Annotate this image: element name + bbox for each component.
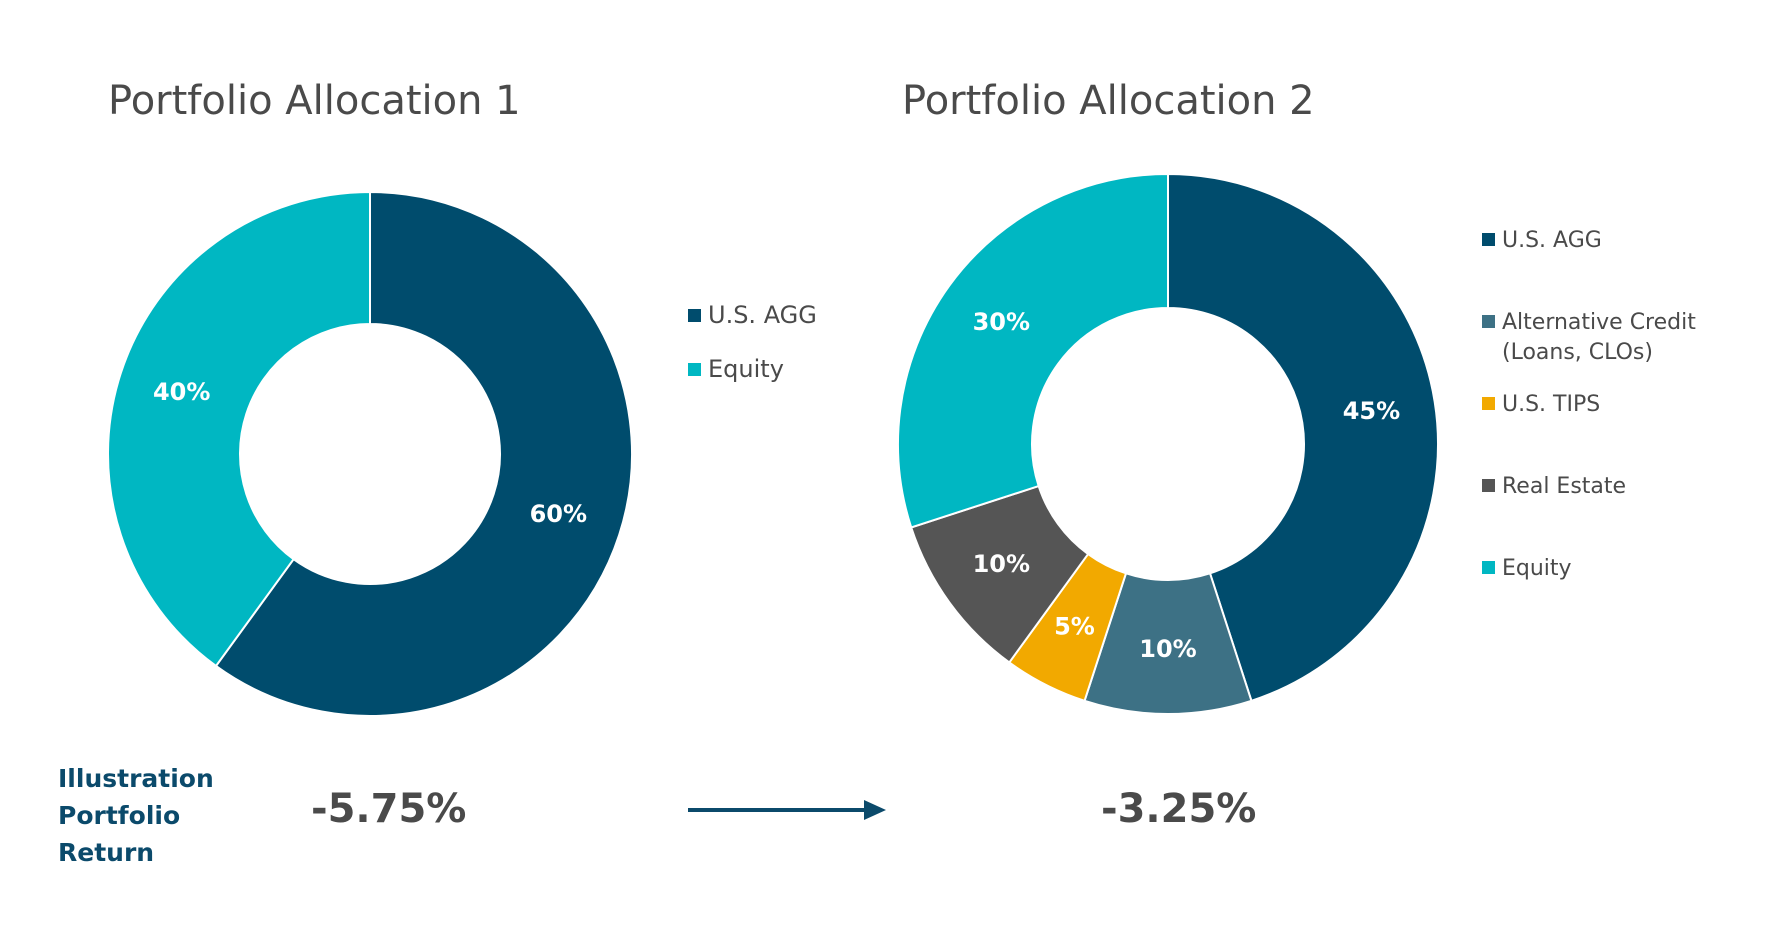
return-label-line-3: Return: [58, 838, 155, 867]
chart-2-slice-label-2: 10%: [1139, 635, 1196, 663]
chart-1-slice-label-1: 60%: [530, 500, 587, 528]
chart-2-legend-item-1: U.S. AGG: [1482, 226, 1602, 256]
legend-label: U.S. AGG: [708, 301, 817, 329]
return-label: Illustration Portfolio Return: [58, 760, 258, 871]
legend-label: (Loans, CLOs): [1502, 340, 1653, 365]
chart-1-slice-label-2: 40%: [153, 378, 210, 406]
chart-1-legend-item-2: Equity: [688, 354, 784, 384]
legend-label: Equity: [708, 355, 784, 383]
return-label-line-1: Illustration: [58, 764, 214, 793]
legend-swatch: [688, 309, 701, 322]
chart-2-legend-item-5: Equity: [1482, 554, 1572, 584]
legend-label: U.S. AGG: [1502, 228, 1602, 253]
legend-swatch: [1482, 561, 1495, 574]
chart-1-slice-1: [214, 190, 633, 717]
legend-swatch: [1482, 397, 1495, 410]
chart-1-slice-2: [107, 190, 371, 668]
chart-2-slice-label-1: 45%: [1343, 397, 1400, 425]
chart-1-title: Portfolio Allocation 1: [108, 78, 521, 124]
chart-2-legend-item-4: Real Estate: [1482, 472, 1626, 502]
arrow-icon: [688, 800, 886, 820]
chart-1-legend-item-1: U.S. AGG: [688, 300, 817, 330]
legend-label: Alternative Credit: [1502, 310, 1696, 335]
legend-label: Real Estate: [1502, 474, 1627, 499]
legend-label: Equity: [1502, 556, 1572, 581]
legend-swatch: [1482, 479, 1495, 492]
return-value-1: -5.75%: [311, 786, 467, 832]
chart-2-title: Portfolio Allocation 2: [902, 78, 1315, 124]
legend-label: U.S. TIPS: [1502, 392, 1601, 417]
chart-2-slice-label-4: 10%: [973, 550, 1030, 578]
chart-2-legend-item-3: U.S. TIPS: [1482, 390, 1600, 420]
chart-2-slice-5: [897, 172, 1169, 529]
chart-2-slice-1: [1167, 172, 1439, 703]
chart-2-slice-label-3: 5%: [1054, 613, 1095, 641]
legend-swatch: [1482, 233, 1495, 246]
return-label-line-2: Portfolio: [58, 801, 181, 830]
return-value-2: -3.25%: [1101, 786, 1257, 832]
legend-swatch: [688, 363, 701, 376]
chart-2-slice-label-5: 30%: [973, 308, 1030, 336]
chart-2-legend-item-2: Alternative Credit (Loans, CLOs): [1482, 308, 1696, 368]
legend-swatch: [1482, 315, 1495, 328]
